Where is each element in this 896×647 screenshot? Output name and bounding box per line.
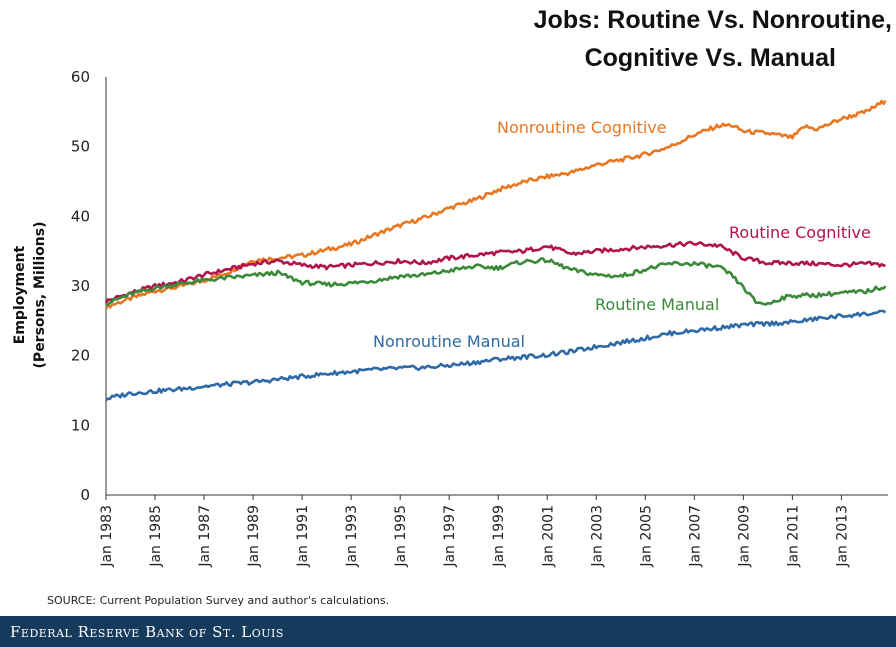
x-tick-label: Jan 2001 (540, 505, 556, 568)
x-tick-label: Jan 1987 (197, 505, 213, 568)
y-axis-label: Employment (Persons, Millions) (12, 222, 48, 369)
chart: Jobs: Routine Vs. Nonroutine, Cognitive … (12, 6, 892, 607)
x-tick-label: Jan 2009 (736, 505, 752, 568)
x-tick-label: Jan 2011 (785, 505, 801, 568)
x-tick-label: Jan 1999 (491, 505, 507, 568)
x-tick-label: Jan 1993 (344, 505, 360, 568)
series-label-nonroutine-manual: Nonroutine Manual (373, 332, 525, 351)
series-line-routine-manual (105, 257, 887, 307)
y-axis-label-line-2: (Persons, Millions) (32, 222, 48, 369)
chart-title-line-1: Jobs: Routine Vs. Nonroutine, (534, 6, 892, 34)
x-tick-label: Jan 1985 (148, 505, 164, 568)
y-tick-label: 20 (71, 347, 90, 365)
chart-title: Jobs: Routine Vs. Nonroutine, Cognitive … (534, 6, 892, 72)
axes (105, 77, 888, 496)
x-tick-label: Jan 1997 (442, 505, 458, 568)
x-tick-label: Jan 2003 (589, 505, 605, 568)
x-tick-label: Jan 1983 (99, 505, 115, 568)
y-tick-label: 40 (71, 207, 90, 225)
series-label-routine-cognitive: Routine Cognitive (729, 223, 871, 242)
y-tick-label: 60 (71, 68, 90, 86)
y-tick-label: 0 (80, 486, 90, 504)
series-line-routine-cognitive (104, 240, 886, 304)
x-tick-label: Jan 2013 (834, 505, 850, 568)
x-tick-label: Jan 2005 (638, 505, 654, 568)
chart-title-line-2: Cognitive Vs. Manual (585, 44, 836, 72)
footer-brand: Federal Reserve Bank of St. Louis (10, 623, 284, 641)
series-label-routine-manual: Routine Manual (595, 295, 719, 314)
series-line-nonroutine-manual (105, 309, 887, 401)
y-axis-label-line-1: Employment (12, 245, 28, 344)
y-axis-ticks: 0 10 20 30 40 50 60 (71, 68, 90, 504)
series-labels: Nonroutine Cognitive Routine Cognitive Rou… (373, 118, 871, 351)
x-tick-label: Jan 1991 (295, 505, 311, 568)
series-line-nonroutine-cognitive (104, 99, 887, 310)
x-tick-label: Jan 1995 (393, 505, 409, 568)
x-axis-ticks: Jan 1983 Jan 1985 Jan 1987 Jan 1989 Jan 1991… (99, 495, 850, 568)
y-tick-label: 30 (71, 277, 90, 295)
y-tick-label: 10 (71, 416, 90, 434)
source-note: SOURCE: Current Population Survey and au… (47, 594, 389, 607)
x-tick-label: Jan 1989 (246, 505, 262, 568)
x-tick-label: Jan 2007 (687, 505, 703, 568)
series-label-nonroutine-cognitive: Nonroutine Cognitive (497, 118, 667, 137)
series-lines (104, 99, 887, 401)
footer-bar: Federal Reserve Bank of St. Louis (0, 616, 896, 647)
y-tick-label: 50 (71, 138, 90, 156)
